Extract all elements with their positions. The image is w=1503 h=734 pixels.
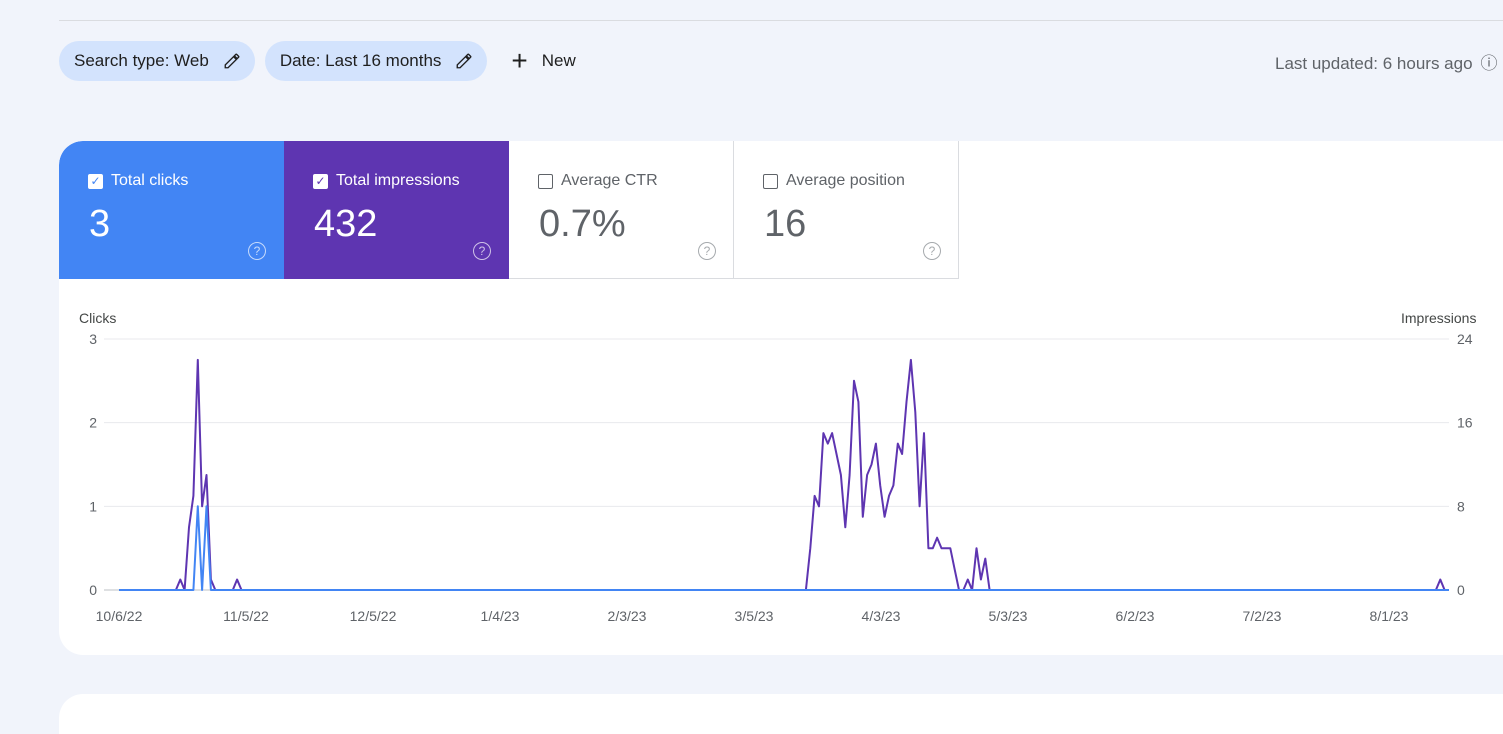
new-filter-label: New (541, 51, 576, 70)
plus-icon: + (511, 45, 528, 76)
right-tick-label: 0 (1457, 582, 1465, 598)
search-type-chip[interactable]: Search type: Web (59, 41, 255, 81)
metric-label: Average CTR (561, 172, 658, 189)
last-updated: Last updated: 6 hours ago ⓘ (1275, 49, 1498, 74)
left-tick-label: 2 (89, 415, 97, 431)
right-axis-title: Impressions (1401, 310, 1477, 326)
search-type-label: Search type: Web (74, 51, 209, 70)
right-tick-label: 16 (1457, 415, 1473, 431)
metric-value: 16 (764, 203, 807, 245)
checkbox-checked-icon[interactable]: ✓ (88, 173, 103, 189)
last-updated-text: Last updated: 6 hours ago (1275, 54, 1473, 73)
help-circle-icon[interactable]: ⓘ (1480, 54, 1498, 73)
metric-label: Average position (786, 172, 905, 189)
help-circle-icon[interactable]: ? (473, 242, 491, 260)
series-line-impressions (119, 358, 1449, 591)
left-tick-label: 0 (89, 582, 97, 598)
metric-value: 3 (89, 203, 111, 245)
x-tick-label: 8/1/23 (1370, 608, 1409, 624)
date-range-label: Date: Last 16 months (279, 51, 442, 70)
checkbox-unchecked-icon[interactable] (763, 173, 778, 189)
right-tick-label: 8 (1457, 498, 1465, 514)
date-range-chip[interactable]: Date: Last 16 months (264, 41, 488, 81)
x-tick-label: 1/4/23 (481, 608, 520, 624)
top-divider (59, 20, 1503, 21)
metric-header: Average position (763, 172, 905, 190)
metric-average-position[interactable]: Average position 16 ? (734, 141, 959, 279)
secondary-card (59, 694, 1503, 734)
x-tick-label: 5/3/23 (989, 608, 1028, 624)
metric-value: 0.7% (539, 203, 626, 245)
checkbox-checked-icon[interactable]: ✓ (313, 173, 328, 189)
help-circle-icon[interactable]: ? (923, 242, 941, 260)
pencil-icon (456, 53, 472, 69)
metric-row: ✓ Total clicks 3 ? ✓ Total impressions 4… (59, 141, 959, 279)
pencil-icon (224, 53, 240, 69)
checkbox-unchecked-icon[interactable] (538, 173, 553, 189)
left-axis-title: Clicks (79, 310, 117, 326)
metric-value: 432 (314, 203, 378, 245)
help-circle-icon[interactable]: ? (698, 242, 716, 260)
help-circle-icon[interactable]: ? (248, 242, 266, 260)
performance-chart: 3 24 2 16 1 8 0 0 10/6/22 11/5/22 12/5/22 1/4/23 2/3… (89, 331, 1473, 624)
x-tick-label: 7/2/23 (1243, 608, 1282, 624)
x-tick-label: 2/3/23 (608, 608, 647, 624)
x-tick-label: 3/5/23 (735, 608, 774, 624)
performance-card: ✓ Total clicks 3 ? ✓ Total impressions 4… (59, 141, 1503, 655)
x-tick-label: 10/6/22 (96, 608, 143, 624)
metric-total-impressions[interactable]: ✓ Total impressions 432 ? (284, 141, 509, 279)
filter-bar: Search type: Web Date: Last 16 months + … (59, 41, 588, 81)
metric-label: Total impressions (336, 172, 460, 189)
left-tick-label: 3 (89, 331, 97, 347)
metric-total-clicks[interactable]: ✓ Total clicks 3 ? (59, 141, 284, 279)
right-tick-label: 24 (1457, 331, 1473, 347)
x-tick-label: 4/3/23 (862, 608, 901, 624)
metric-average-ctr[interactable]: Average CTR 0.7% ? (509, 141, 734, 279)
x-tick-label: 6/2/23 (1116, 608, 1155, 624)
x-tick-label: 12/5/22 (350, 608, 397, 624)
metric-header: Average CTR (538, 172, 658, 190)
series-line-clicks (119, 505, 1449, 591)
metric-header: ✓ Total clicks (88, 172, 188, 190)
metric-header: ✓ Total impressions (313, 172, 460, 190)
metric-label: Total clicks (111, 172, 189, 189)
x-tick-label: 11/5/22 (223, 608, 269, 624)
new-filter-button[interactable]: + New (499, 41, 587, 81)
left-tick-label: 1 (89, 498, 97, 514)
